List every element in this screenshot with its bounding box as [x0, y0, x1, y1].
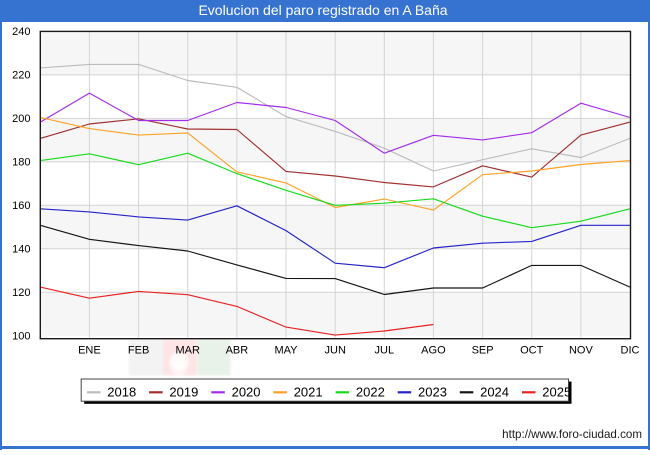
svg-text:OCT: OCT [520, 345, 544, 357]
svg-text:120: 120 [12, 287, 30, 299]
svg-text:180: 180 [12, 157, 30, 169]
svg-text:SEP: SEP [472, 345, 494, 357]
svg-text:FEB: FEB [128, 345, 149, 357]
svg-text:AGO: AGO [421, 345, 446, 357]
svg-text:2024: 2024 [480, 385, 509, 400]
svg-text:2021: 2021 [294, 385, 323, 400]
svg-text:MAY: MAY [274, 345, 298, 357]
svg-text:240: 240 [12, 26, 30, 38]
svg-text:DIC: DIC [621, 345, 640, 357]
svg-text:http://www.foro-ciudad.com: http://www.foro-ciudad.com [502, 428, 642, 441]
svg-text:140: 140 [12, 243, 30, 255]
svg-text:MAR: MAR [175, 345, 200, 357]
svg-text:2023: 2023 [418, 385, 447, 400]
svg-text:NOV: NOV [569, 345, 594, 357]
svg-text:200: 200 [12, 113, 30, 125]
svg-text:JUL: JUL [375, 345, 395, 357]
svg-text:2020: 2020 [232, 385, 261, 400]
svg-text:2019: 2019 [169, 385, 198, 400]
svg-text:2018: 2018 [107, 385, 136, 400]
svg-text:ENE: ENE [78, 345, 101, 357]
svg-text:160: 160 [12, 200, 30, 212]
svg-text:JUN: JUN [325, 345, 346, 357]
svg-text:220: 220 [12, 70, 30, 82]
svg-text:2022: 2022 [356, 385, 385, 400]
svg-text:100: 100 [12, 330, 30, 342]
svg-text:2025: 2025 [542, 385, 571, 400]
svg-text:ABR: ABR [226, 345, 249, 357]
